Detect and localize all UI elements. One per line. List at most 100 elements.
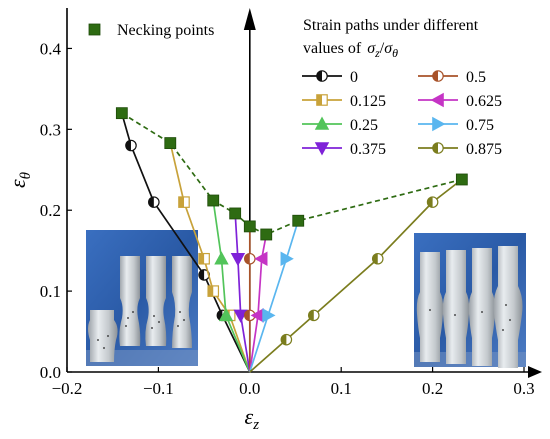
legend: Necking points Strain paths under differ… <box>88 17 502 158</box>
series-point-0.375 <box>230 252 246 267</box>
legend-marker-0.375 <box>314 142 330 156</box>
necking-point <box>455 173 468 186</box>
necking-point <box>207 194 220 207</box>
legend-marker-0.625 <box>430 92 444 108</box>
x-tick-label: 0.3 <box>513 379 534 398</box>
series-point-0.25 <box>218 307 234 322</box>
legend-necking-marker <box>88 23 101 36</box>
necking-point <box>243 220 256 233</box>
legend-marker-0.75 <box>432 116 446 132</box>
series-point-0.5-half <box>244 253 250 264</box>
x-axis-title-sub: z <box>252 417 259 433</box>
legend-label-0.375: 0.375 <box>350 141 386 158</box>
x-tick-label: 0.0 <box>239 379 260 398</box>
legend-label-0.125: 0.125 <box>350 93 386 110</box>
horizontal-arrow-head <box>528 366 542 378</box>
series-0.625 <box>248 234 268 373</box>
series-point-0-half <box>148 196 154 208</box>
series-0.875 <box>249 178 463 373</box>
vertical-arrow-head <box>243 8 256 30</box>
series-point-0-half <box>198 269 205 281</box>
y-axis-title-sub: θ <box>18 171 34 179</box>
legend-label-0.75: 0.75 <box>466 117 494 134</box>
legend-entry-0.75: 0.75 <box>418 116 494 134</box>
necking-point <box>164 137 177 149</box>
legend-entry-0: 0 <box>302 69 358 86</box>
series-point-0.75 <box>280 251 294 266</box>
series-point-0.125-half <box>198 253 205 264</box>
series-line-0.125 <box>169 142 251 373</box>
necking-point <box>115 107 128 120</box>
series-line-0.75 <box>248 220 300 373</box>
y-axis-title: εθ <box>5 171 34 188</box>
series-0.375 <box>230 213 251 373</box>
series-point-0.125-half <box>178 196 184 208</box>
legend-marker-0.25 <box>314 116 330 130</box>
series-point-0.875-half <box>372 253 378 264</box>
y-tick-label: 0.0 <box>40 363 61 382</box>
necking-point <box>292 214 305 227</box>
series-0.75 <box>248 220 300 373</box>
x-tick-label: 0.2 <box>422 379 443 398</box>
legend-entry-0.5: 0.5 <box>418 69 486 86</box>
y-tick-label: 0.2 <box>40 201 61 220</box>
y-axis-title-base: ε <box>5 179 30 188</box>
x-tick-label: −0.2 <box>52 379 83 398</box>
series-line-0.625 <box>248 234 268 373</box>
series-point-0.875-half <box>281 334 287 345</box>
legend-entry-0.875: 0.875 <box>418 141 502 158</box>
y-tick-label: 0.4 <box>40 39 62 58</box>
necking-point <box>229 207 242 220</box>
legend-marker-0.875-half <box>432 142 438 154</box>
legend-ratio-slash: / <box>380 40 385 57</box>
series-point-0.5-half <box>244 310 250 321</box>
necking-dashed-line <box>121 112 463 236</box>
x-axis-title: εz <box>245 404 260 433</box>
y-tick-label: 0.3 <box>40 120 61 139</box>
necking-layer <box>115 107 468 241</box>
x-tick-label: −0.1 <box>143 379 174 398</box>
necking-point <box>260 228 273 241</box>
series-line-0.25 <box>212 200 251 373</box>
legend-title-line2: values of σz/σθ <box>303 40 398 60</box>
x-axis-title-base: ε <box>245 404 254 429</box>
series-line-0.875 <box>249 178 463 373</box>
legend-entry-0.625: 0.625 <box>418 92 502 110</box>
legend-necking-entry: Necking points <box>88 22 214 39</box>
series-layer <box>120 112 463 373</box>
series-point-0.375 <box>233 309 248 323</box>
right-specimen-photo <box>414 233 526 368</box>
series-point-0.25 <box>214 251 229 265</box>
legend-title-line1: Strain paths under different <box>303 17 479 34</box>
plot-axes: −0.2 −0.1 0.0 0.1 0.2 0.3 0.0 0.1 0.2 0.3 0.4 <box>40 8 542 398</box>
series-point-0.875-half <box>308 310 314 321</box>
series-point-0.875-half <box>427 196 433 208</box>
legend-label-0.5: 0.5 <box>466 69 486 86</box>
legend-marker-0-half <box>316 70 322 82</box>
series-0.5 <box>244 226 256 372</box>
legend-entry-0.375: 0.375 <box>302 141 386 158</box>
series-0.25 <box>212 200 251 373</box>
legend-entry-0.125: 0.125 <box>302 93 386 110</box>
legend-ratio-num-sub: z <box>374 46 380 60</box>
series-point-0.75 <box>262 308 276 323</box>
legend-necking-label: Necking points <box>117 22 214 39</box>
legend-marker-0.125-half <box>316 94 322 106</box>
series-line-0.375 <box>234 213 251 373</box>
legend-label-0: 0 <box>350 69 358 86</box>
left-specimen-photo <box>86 230 198 366</box>
legend-ratio-num: σ <box>367 40 376 57</box>
legend-ratio-den: σ <box>384 40 393 57</box>
legend-marker-0.5-half <box>432 70 438 82</box>
series-point-0.625 <box>254 251 268 266</box>
legend-label-0.625: 0.625 <box>466 93 502 110</box>
x-tick-label: 0.1 <box>331 379 352 398</box>
legend-label-0.25: 0.25 <box>350 117 378 134</box>
legend-entry-0.25: 0.25 <box>302 116 378 134</box>
legend-title-values-of: values of <box>303 40 362 57</box>
series-point-0-half <box>125 140 131 151</box>
series-point-0.125-half <box>208 285 214 297</box>
y-tick-label: 0.1 <box>40 282 61 301</box>
legend-label-0.875: 0.875 <box>466 141 502 158</box>
